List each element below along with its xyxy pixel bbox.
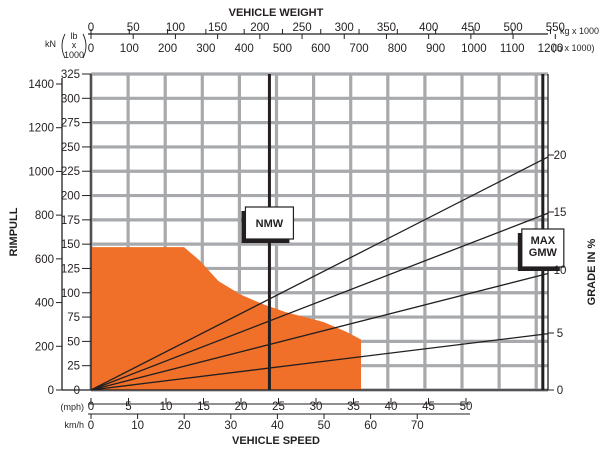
kn-tick-label: 800 (35, 210, 54, 222)
weight-marker-label-1-0: MAX (531, 235, 556, 247)
mph-tick-label: 5 (125, 401, 131, 413)
kg-tick-label: 250 (292, 22, 311, 34)
klb-tick-label: 275 (61, 118, 80, 130)
weight-marker-label-0: NMW (256, 218, 284, 230)
kn-tick-label: 1200 (28, 123, 54, 135)
kg-tick-label: 200 (250, 22, 269, 34)
lb-unit-label: (lb x 1000) (552, 43, 595, 53)
lb-tick-label: 700 (349, 43, 368, 55)
kn-tick-label: 1400 (28, 79, 54, 91)
lb-tick-label: 1000 (461, 43, 487, 55)
mph-tick-label: 30 (310, 401, 323, 413)
klb-tick-label: 150 (61, 239, 80, 251)
weight-marker-box-1 (521, 228, 565, 268)
kn-tick-label: 600 (35, 254, 54, 266)
lb-tick-label: 600 (311, 43, 330, 55)
lb-tick-label: 500 (273, 43, 292, 55)
kg-tick-label: 100 (166, 22, 185, 34)
kg-tick-label: 500 (503, 22, 522, 34)
kg-tick-label: 300 (335, 22, 354, 34)
kg-tick-label: 0 (88, 22, 94, 34)
klb-tick-label: 300 (61, 93, 80, 105)
kg-unit-label: kg x 1000 (560, 26, 599, 36)
grade-tick-label: 20 (554, 150, 567, 162)
klb-tick-label: 0 (74, 385, 80, 397)
grade-line-15 (90, 212, 549, 391)
lb-unit-part: lb (70, 31, 77, 41)
rimpull-area (91, 247, 361, 390)
kn-tick-label: 0 (48, 385, 54, 397)
mph-tick-label: 25 (272, 401, 285, 413)
mph-tick-label: 10 (160, 401, 173, 413)
klb-tick-label: 75 (67, 312, 80, 324)
mph-tick-label: 20 (235, 401, 248, 413)
lb-tick-label: 1100 (500, 43, 525, 55)
klb-tick-label: 125 (61, 263, 80, 275)
klb-tick-label: 50 (67, 336, 80, 348)
mph-tick-label: 45 (422, 401, 435, 413)
kn-unit-label: kN (45, 39, 56, 49)
kmh-tick-label: 10 (131, 420, 144, 432)
lb-tick-label: 900 (426, 43, 445, 55)
chart-title: VEHICLE WEIGHT (229, 7, 324, 19)
klb-tick-label: 200 (61, 191, 80, 203)
klb-tick-label: 325 (61, 69, 80, 81)
kmh-tick-label: 40 (271, 420, 284, 432)
grade-line-10 (90, 272, 549, 391)
grade-line-5 (90, 332, 549, 391)
klb-tick-label: 25 (67, 361, 80, 373)
y2-axis-title: GRADE IN % (586, 238, 598, 305)
kg-tick-label: 450 (461, 22, 480, 34)
grade-tick-label: 0 (557, 385, 563, 397)
lb-tick-label: 400 (235, 43, 254, 55)
kg-tick-label: 350 (377, 22, 396, 34)
mph-tick-label: 0 (88, 401, 94, 413)
lb-tick-label: 100 (120, 43, 139, 55)
kmh-unit-label: km/h (64, 420, 84, 430)
mph-tick-label: 15 (197, 401, 210, 413)
lb-unit-part: x (72, 40, 77, 50)
kg-tick-label: 50 (127, 22, 140, 34)
kmh-tick-label: 30 (224, 420, 237, 432)
lb-tick-label: 800 (388, 43, 407, 55)
bracket-right (82, 33, 87, 59)
kmh-tick-label: 60 (364, 420, 377, 432)
kn-tick-label: 1000 (28, 166, 54, 178)
lb-unit-part: 1000 (64, 50, 84, 60)
x-axis-title: VEHICLE SPEED (232, 435, 320, 447)
y-axis-title: RIMPULL (8, 207, 20, 256)
lb-tick-label: 0 (88, 43, 94, 55)
klb-tick-label: 175 (61, 215, 80, 227)
grade-tick-label: 10 (554, 265, 567, 277)
lb-tick-label: 1200 (538, 43, 564, 55)
kg-tick-label: 400 (419, 22, 438, 34)
bracket-left (61, 33, 66, 59)
kg-tick-label: 150 (208, 22, 227, 34)
weight-marker-label-1-1: GMW (529, 247, 558, 259)
lb-tick-label: 300 (196, 43, 215, 55)
kn-tick-label: 200 (35, 341, 54, 353)
mph-unit-label: (mph) (60, 402, 84, 412)
weight-marker-box-0 (244, 206, 295, 240)
grade-tick-label: 15 (554, 207, 567, 219)
klb-tick-label: 250 (61, 142, 80, 154)
klb-tick-label: 225 (61, 166, 80, 178)
grade-tick-label: 5 (557, 328, 563, 340)
klb-tick-label: 100 (61, 288, 80, 300)
kmh-tick-label: 70 (411, 420, 424, 432)
grade-line-20 (90, 156, 549, 391)
kmh-tick-label: 0 (88, 420, 94, 432)
kn-tick-label: 400 (35, 298, 54, 310)
kmh-tick-label: 20 (178, 420, 191, 432)
mph-tick-label: 50 (460, 401, 473, 413)
lb-tick-label: 200 (158, 43, 177, 55)
mph-tick-label: 40 (385, 401, 398, 413)
mph-tick-label: 35 (347, 401, 360, 413)
kmh-tick-label: 50 (318, 420, 331, 432)
